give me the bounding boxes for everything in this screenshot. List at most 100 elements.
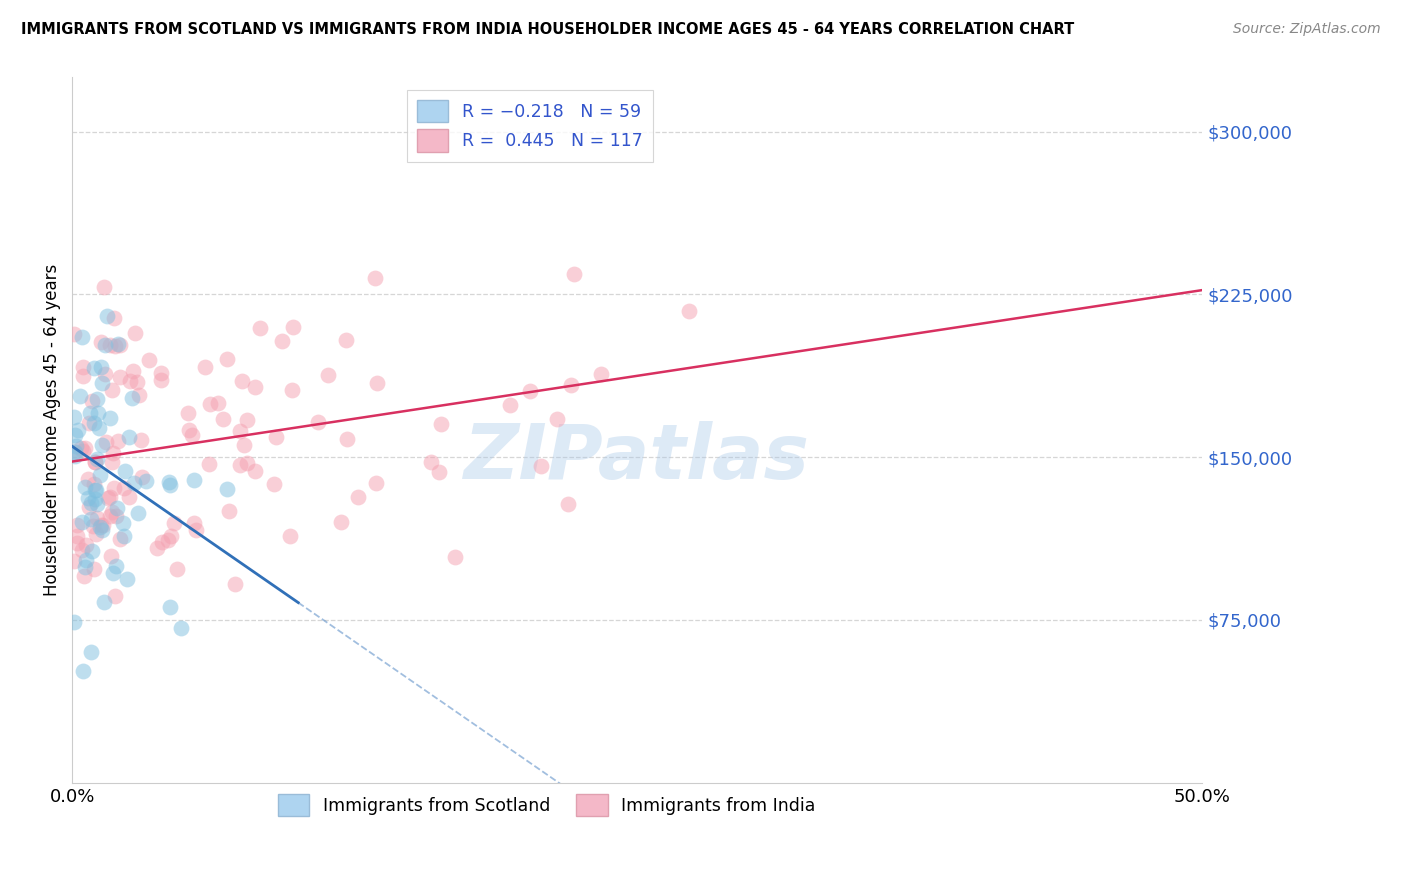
Point [77,416,100,430]
Point [366,476,388,491]
Point [166,562,188,576]
Point [65,450,87,464]
Point [63,410,86,425]
Point [89,360,111,375]
Point [129,433,152,447]
Point [83,477,105,491]
Point [135,475,157,489]
Point [104,558,127,573]
Point [336,432,359,446]
Point [98,508,121,523]
Point [111,516,134,530]
Point [69,389,91,403]
Point [96,309,118,323]
Point [80,394,103,409]
Point [94,435,117,450]
Point [104,509,127,524]
Point [157,475,180,490]
Point [105,500,128,515]
Point [93,595,115,609]
Point [63,554,86,568]
Point [75,560,97,574]
Point [170,621,193,635]
Point [76,491,98,505]
Point [557,497,579,511]
Point [228,458,250,472]
Point [335,334,357,348]
Point [124,326,146,341]
Point [65,428,87,442]
Point [280,384,302,398]
Point [84,455,107,469]
Point [72,443,94,458]
Point [72,368,94,383]
Point [112,529,135,543]
Point [63,327,86,342]
Point [87,406,110,420]
Point [177,406,200,420]
Point [83,416,105,430]
Point [427,466,450,480]
Point [66,529,89,543]
Point [66,536,89,550]
Point [104,590,127,604]
Point [63,615,86,630]
Point [118,490,141,504]
Point [86,527,108,541]
Point [236,413,259,427]
Point [231,374,253,388]
Point [138,352,160,367]
Point [70,330,93,344]
Point [86,451,108,466]
Point [63,445,86,459]
Point [108,532,131,546]
Point [429,417,451,432]
Point [112,482,135,496]
Point [65,439,87,453]
Point [80,512,103,526]
Point [519,384,541,398]
Text: IMMIGRANTS FROM SCOTLAND VS IMMIGRANTS FROM INDIA HOUSEHOLDER INCOME AGES 45 - 6: IMMIGRANTS FROM SCOTLAND VS IMMIGRANTS F… [21,22,1074,37]
Point [87,421,110,435]
Point [420,455,443,469]
Point [83,561,105,575]
Point [107,434,129,449]
Point [564,267,586,281]
Point [100,549,122,564]
Point [183,516,205,530]
Point [232,438,254,452]
Point [122,364,145,378]
Point [278,529,301,543]
Point [271,334,294,349]
Point [194,359,217,374]
Point [347,490,370,504]
Point [72,360,94,375]
Point [183,473,205,487]
Point [215,352,238,367]
Point [281,319,304,334]
Point [103,310,125,325]
Point [264,430,287,444]
Point [73,480,96,494]
Point [98,410,121,425]
Point [149,366,172,380]
Point [101,455,124,469]
Point [498,398,520,412]
Point [249,321,271,335]
Point [80,496,103,510]
Point [115,572,138,586]
Point [307,415,329,429]
Text: Source: ZipAtlas.com: Source: ZipAtlas.com [1233,22,1381,37]
Legend: Immigrants from Scotland, Immigrants from India: Immigrants from Scotland, Immigrants fro… [269,785,824,825]
Point [70,542,93,557]
Point [93,338,115,352]
Point [212,411,235,425]
Point [91,376,114,391]
Point [560,377,582,392]
Point [94,367,117,381]
Point [77,500,100,514]
Point [149,374,172,388]
Point [97,491,120,506]
Point [316,368,339,382]
Point [89,467,111,482]
